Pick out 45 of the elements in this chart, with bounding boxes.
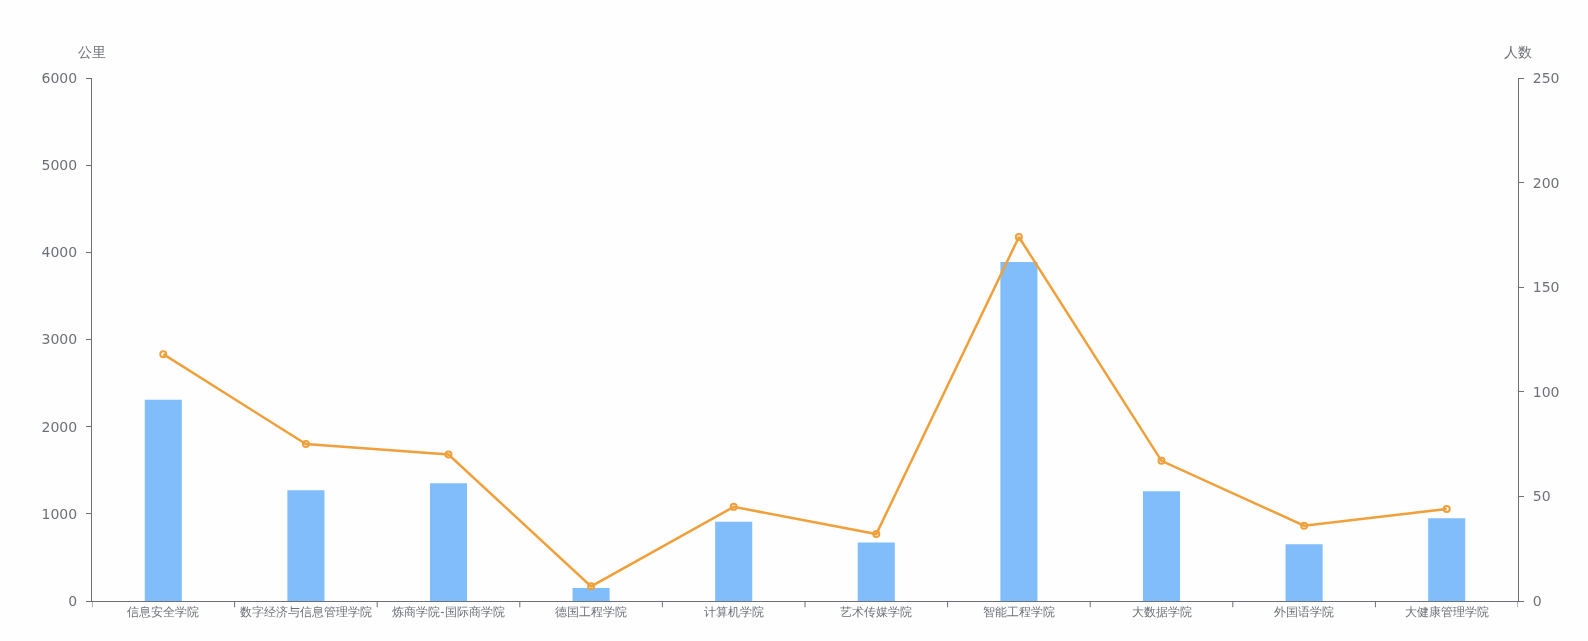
y2-tick-label: 250 [1532,69,1560,86]
point [872,530,881,539]
y-tick-label: 0 [68,592,78,609]
point [444,450,453,459]
y-axis-title: 公里 [78,44,106,60]
bar [1000,261,1038,601]
bar [429,483,468,601]
x-tick-label: 大数据学院 [1131,605,1192,620]
y-tick-label: 1000 [41,505,78,522]
point [1157,456,1166,465]
y-tick-label: 2000 [41,418,78,435]
y2-tick-label: 150 [1532,279,1560,296]
point [729,502,738,511]
point [1014,232,1023,241]
x-tick-label: 外国语学院 [1274,605,1335,620]
bar [1285,544,1323,601]
x-tick-label: 信息安全学院 [127,605,200,620]
y2-tick-label: 100 [1532,383,1560,400]
y-tick-label: 5000 [41,157,78,174]
bar [572,587,610,601]
y-tick-label: 3000 [41,331,78,348]
x-tick-label: 德国工程学院 [555,605,628,620]
x-tick-label: 智能工程学院 [982,605,1055,620]
point [1300,521,1309,530]
point [159,350,168,359]
point [301,440,310,449]
x-tick-label: 大健康管理学院 [1404,605,1489,620]
bar [287,490,325,601]
y2-tick-label: 50 [1532,488,1551,505]
point [587,582,596,591]
y-tick-label: 4000 [41,244,78,261]
x-tick-label: 计算机学院 [703,605,764,620]
bar [857,542,895,601]
x-tick-label: 数字经济与信息管理学院 [239,605,372,620]
y2-tick-label: 0 [1532,592,1542,609]
y2-tick-label: 200 [1532,174,1560,191]
x-tick-label: 炼商学院-国际商学院 [392,605,505,620]
bar [1142,491,1181,601]
bar [144,399,182,601]
bar [715,521,753,601]
x-tick-label: 艺术传媒学院 [840,605,913,620]
point [1442,504,1451,513]
y2-axis-title: 人数 [1504,44,1532,60]
bar [1428,518,1466,601]
y-tick-label: 6000 [41,69,78,86]
